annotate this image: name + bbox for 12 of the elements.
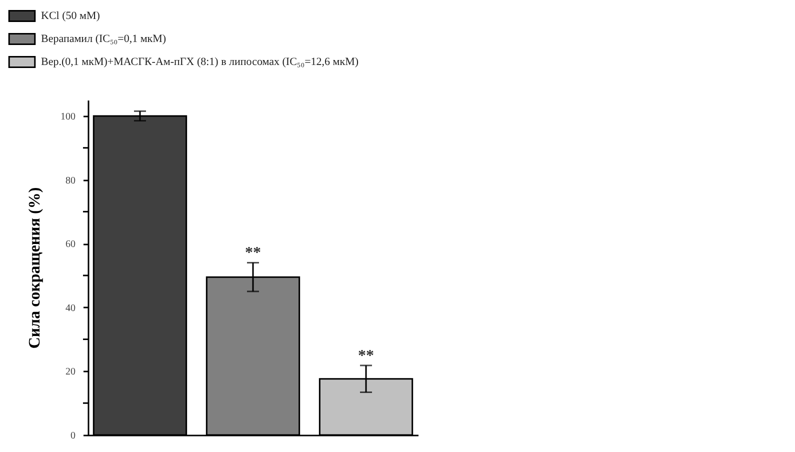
y-tick-label: 0 (70, 430, 76, 442)
y-tick-label: 80 (66, 175, 76, 186)
legend-label: Верапамил (IC₅₀=0,1 мкМ) (41, 33, 166, 45)
annotation: ** (358, 347, 374, 364)
y-tick-label: 40 (66, 302, 76, 314)
legend-label: KCl (50 мМ) (41, 10, 100, 22)
annotation: ** (245, 244, 261, 262)
y-axis-title: Сила сокращения (%) (26, 187, 44, 349)
y-tick-label: 100 (60, 111, 76, 122)
legend-label: Вер.(0,1 мкМ)+МАСГК-Ам-пГХ (8:1) в липосомах (IC₅₀=12,6 мкМ) (41, 56, 359, 68)
y-tick-label: 20 (66, 366, 76, 378)
y-tick-label: 60 (66, 239, 76, 250)
